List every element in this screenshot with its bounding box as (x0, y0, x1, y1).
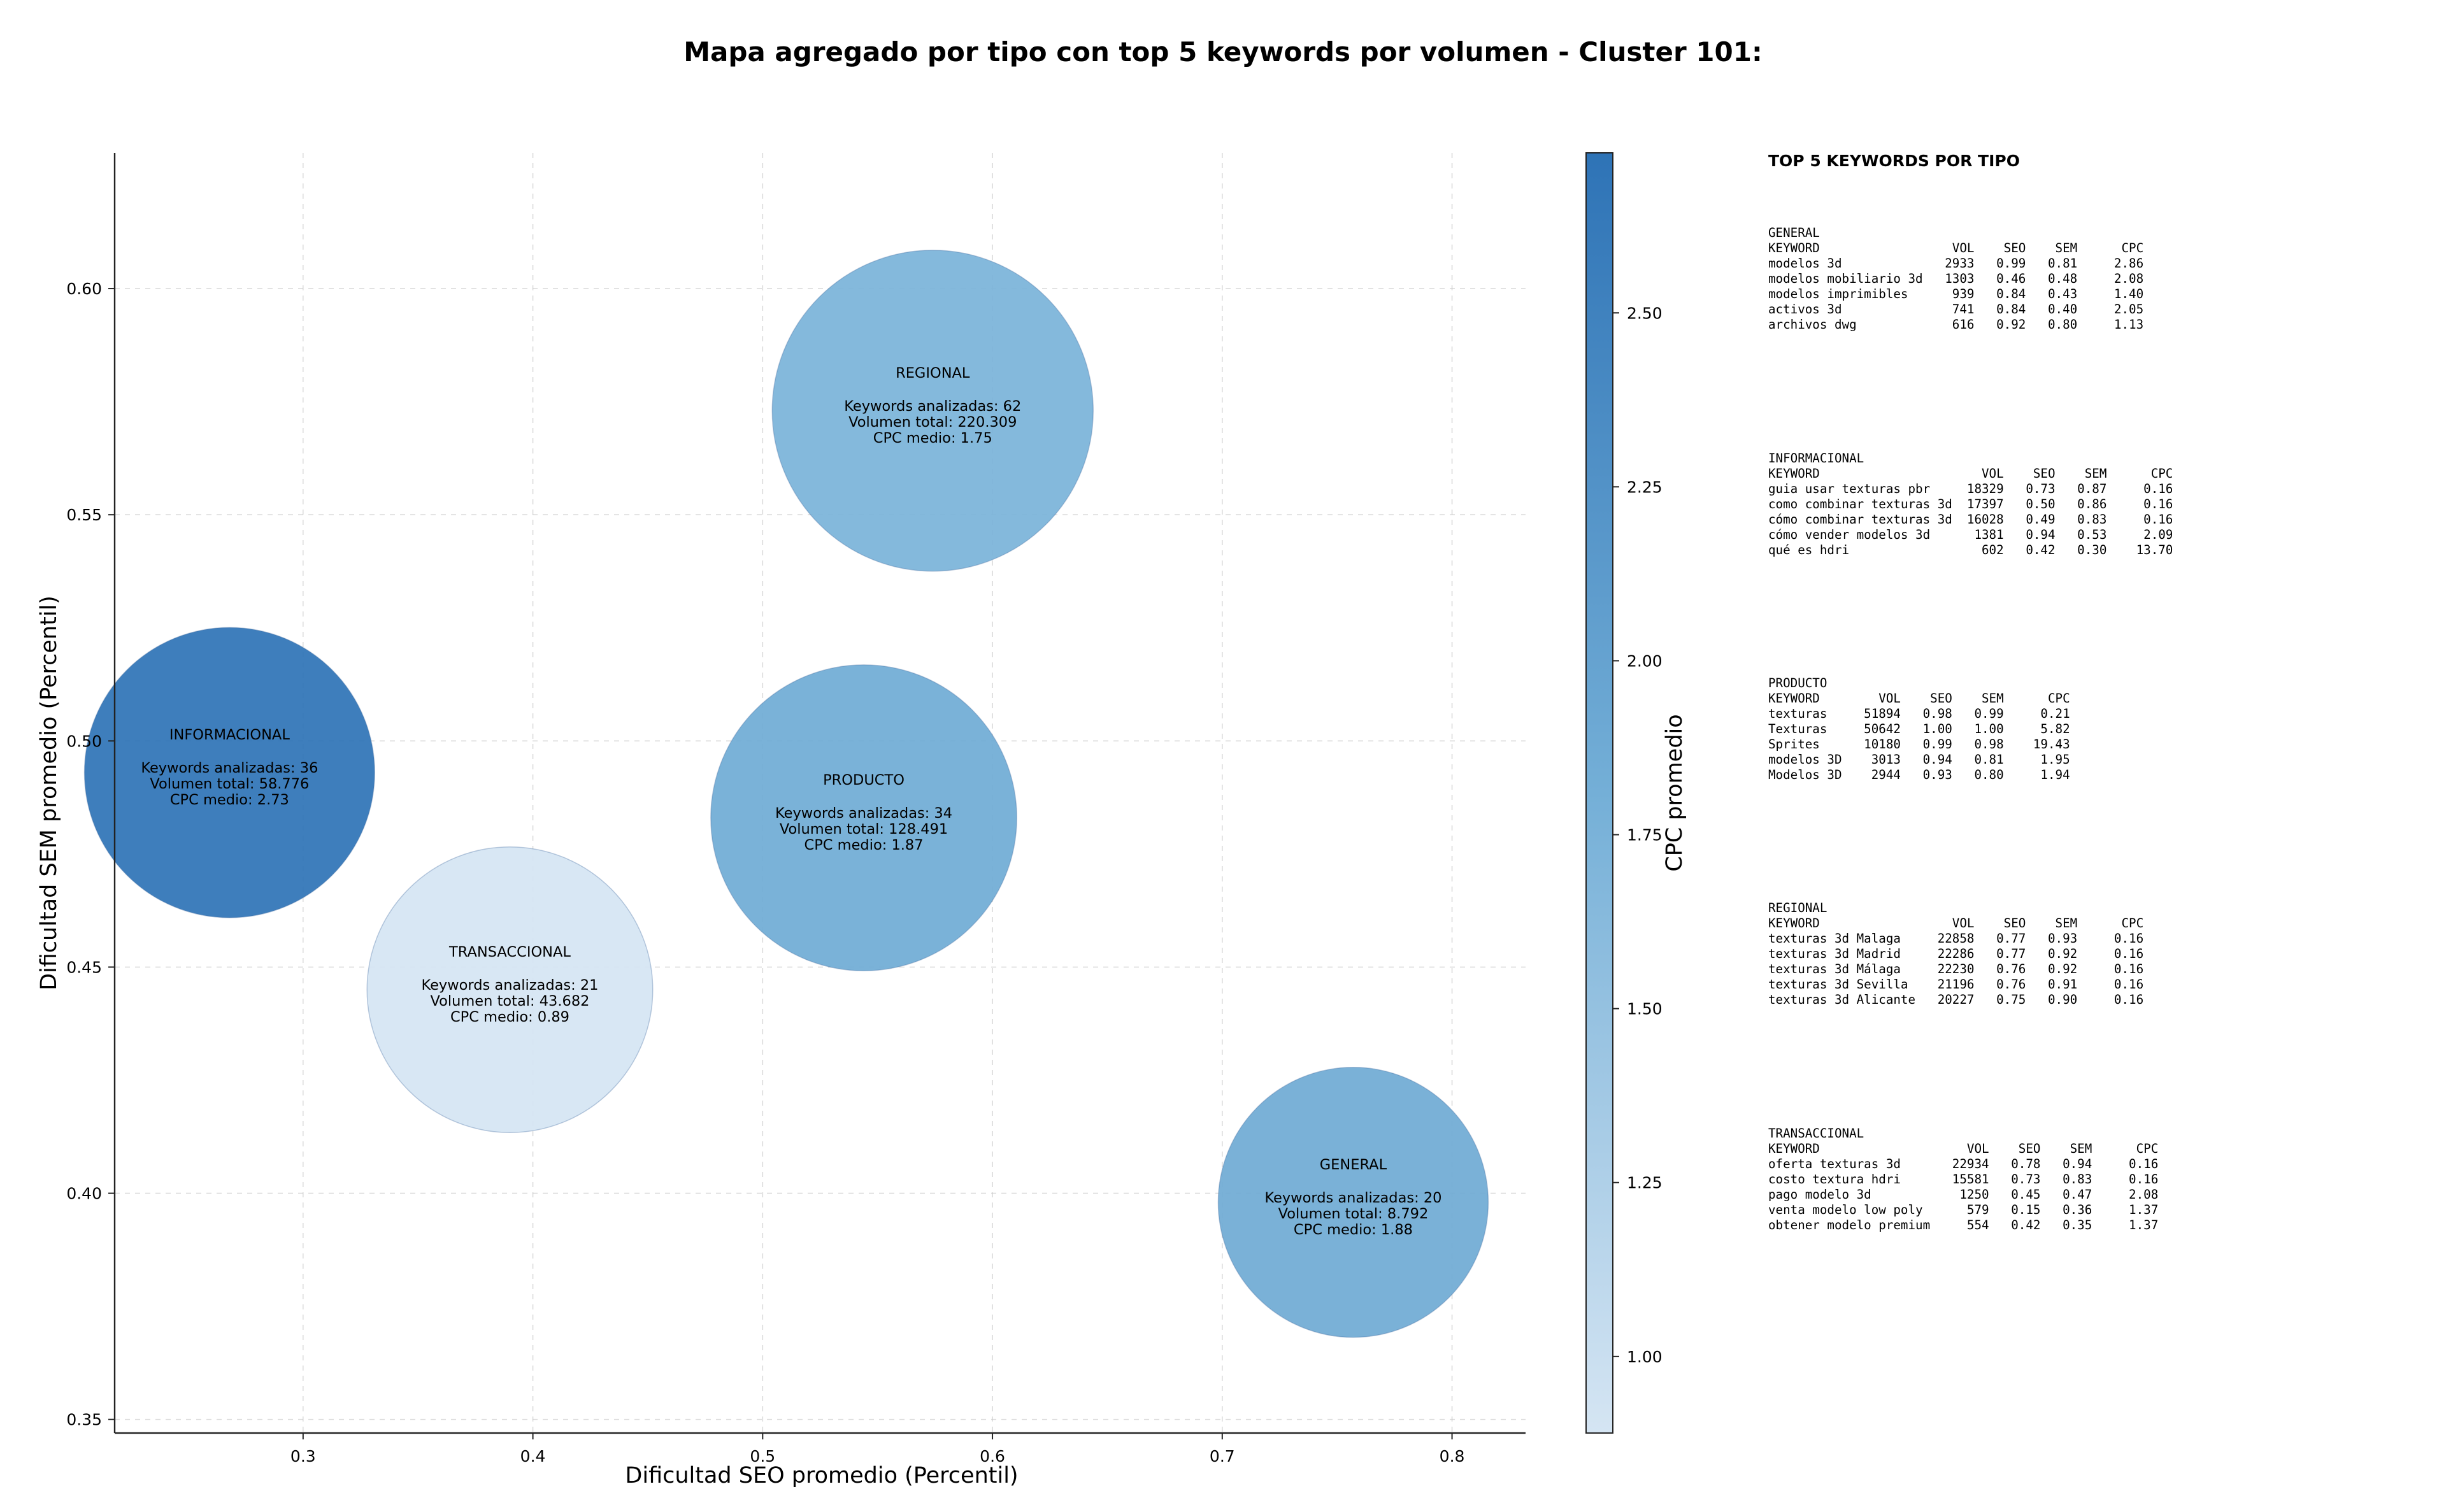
bubble-cpc-label: CPC medio: 1.87 (805, 837, 924, 853)
y-tick-label: 0.45 (66, 958, 102, 976)
bubble-keywords-label: Keywords analizadas: 34 (775, 805, 952, 822)
bubble-label: PRODUCTO (823, 772, 905, 788)
bubble-cpc-label: CPC medio: 0.89 (450, 1009, 569, 1025)
chart-title: Mapa agregado por tipo con top 5 keyword… (683, 36, 1763, 68)
top-keywords-panel: TOP 5 KEYWORDS POR TIPO GENERAL KEYWORD … (1768, 152, 2431, 1362)
bubble-volume-label: Volumen total: 43.682 (430, 993, 589, 1009)
colorbar-tick-label: 1.25 (1627, 1174, 1663, 1192)
bubble-informacional (83, 627, 375, 918)
y-tick-label: 0.40 (66, 1185, 102, 1203)
bubble-label: GENERAL (1320, 1157, 1387, 1173)
top-keywords-title: TOP 5 KEYWORDS POR TIPO (1768, 152, 2020, 170)
y-axis-label: Dificultad SEM promedio (Percentil) (36, 596, 62, 990)
y-tick-label: 0.35 (66, 1411, 102, 1429)
bubble-producto (710, 664, 1017, 971)
keywords-block-producto: PRODUCTO KEYWORD VOL SEO SEM CPC textura… (1768, 676, 2070, 782)
x-axis-label: Dificultad SEO promedio (Percentil) (625, 1463, 1018, 1488)
colorbar-ticks: 1.00 1.25 1.50 1.75 2.00 2.25 2.50 (1613, 304, 1663, 1366)
bubble-label: REGIONAL (896, 365, 970, 382)
bubble-keywords-label: Keywords analizadas: 20 (1264, 1190, 1441, 1206)
bubble-cpc-label: CPC medio: 1.88 (1294, 1222, 1413, 1238)
bubble-label: TRANSACCIONAL (448, 944, 571, 960)
y-tick-label: 0.60 (66, 280, 102, 298)
y-tick-label: 0.55 (66, 506, 102, 524)
bubble-general (1217, 1067, 1489, 1338)
y-tick-label: 0.50 (66, 732, 102, 750)
colorbar-tick-label: 2.50 (1627, 304, 1663, 322)
axes: 0.3 0.4 0.5 0.6 0.7 0.8 0.35 0.40 0.45 0.50 0.55 0.… (66, 153, 1526, 1466)
colorbar-tick-label: 1.50 (1627, 1000, 1663, 1018)
bubble-keywords-label: Keywords analizadas: 62 (844, 398, 1021, 415)
x-tick-label: 0.8 (1440, 1447, 1465, 1466)
keywords-block-general: GENERAL KEYWORD VOL SEO SEM CPC modelos … (1768, 225, 2144, 332)
keywords-block-informacional: INFORMACIONAL KEYWORD VOL SEO SEM CPC gu… (1768, 451, 2173, 557)
bubble-volume-label: Volumen total: 128.491 (780, 821, 948, 838)
x-tick-label: 0.6 (980, 1447, 1005, 1466)
colorbar-tick-label: 2.00 (1627, 652, 1663, 670)
bubble-regional (771, 250, 1094, 572)
x-tick-label: 0.5 (750, 1447, 775, 1466)
bubble-volume-label: Volumen total: 58.776 (150, 776, 309, 792)
colorbar-tick-label: 1.00 (1627, 1348, 1663, 1366)
bubble-keywords-label: Keywords analizadas: 36 (141, 760, 318, 776)
x-tick-label: 0.3 (290, 1447, 316, 1466)
colorbar-label: CPC promedio (1662, 714, 1687, 871)
bubble-volume-label: Volumen total: 8.792 (1278, 1206, 1429, 1222)
bubble-volume-label: Volumen total: 220.309 (848, 414, 1017, 431)
bubble-label: INFORMACIONAL (169, 727, 290, 743)
colorbar (1585, 152, 1613, 1434)
keywords-block-regional: REGIONAL KEYWORD VOL SEO SEM CPC textura… (1768, 901, 2144, 1007)
colorbar-tick-label: 2.25 (1627, 478, 1663, 496)
bubble-cpc-label: CPC medio: 1.75 (873, 430, 992, 446)
colorbar-tick-label: 1.75 (1627, 826, 1663, 845)
keywords-block-transaccional: TRANSACCIONAL KEYWORD VOL SEO SEM CPC of… (1768, 1126, 2159, 1232)
bubble-transaccional (366, 846, 654, 1133)
bubble-keywords-label: Keywords analizadas: 21 (421, 977, 598, 994)
x-tick-label: 0.7 (1210, 1447, 1235, 1466)
x-tick-label: 0.4 (520, 1447, 546, 1466)
bubble-cpc-label: CPC medio: 2.73 (170, 792, 289, 808)
